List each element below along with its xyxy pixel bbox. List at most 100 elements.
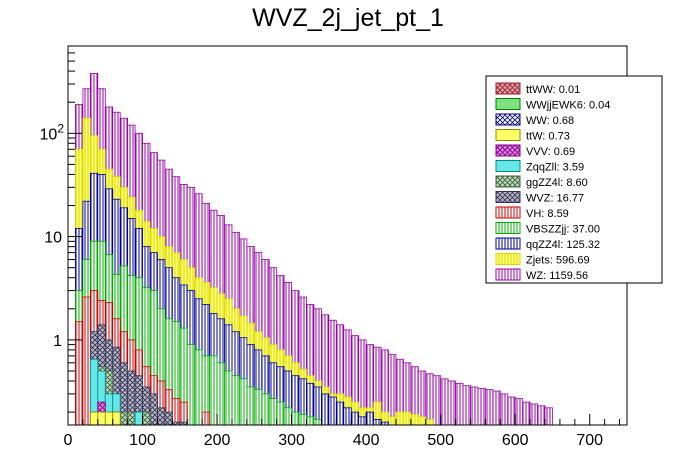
bar-qqZZ4l-410 xyxy=(373,418,382,425)
axes: 0 100 200 300 400 500 600 700 1 10 102 xyxy=(40,45,621,449)
legend-swatch-WVZ xyxy=(495,191,521,203)
bar-ttW-60 xyxy=(112,411,121,425)
bar-WZ-610 xyxy=(522,401,531,425)
bar-qqZZ4l-350 xyxy=(328,396,337,425)
bar-ttW-30 xyxy=(89,411,99,425)
bar-qqZZ4l-380 xyxy=(350,411,360,425)
legend-swatch-ggZZ4l xyxy=(495,175,521,188)
legend-label-ggZZ4l: ggZZ4l: 8.60 xyxy=(526,177,588,189)
bar-ggZZ4l-80 xyxy=(127,411,136,425)
bar-VBSZZjj-330 xyxy=(313,418,322,425)
bar-ggZZ4l-70 xyxy=(119,411,129,425)
bar-VH-10 xyxy=(75,321,84,425)
histogram-bars xyxy=(75,73,553,425)
x-tick-label: 200 xyxy=(204,432,231,449)
legend-swatch-Zjets xyxy=(495,253,521,265)
legend-label-VVV: VVV: 0.69 xyxy=(526,146,575,158)
bar-qqZZ4l-390 xyxy=(358,416,367,425)
bar-Zjets-470 xyxy=(417,416,427,425)
bar-WZ-510 xyxy=(447,380,456,425)
bar-VBSZZjj-290 xyxy=(283,407,292,425)
bar-WZ-640 xyxy=(544,407,553,425)
bar-VBSZZjj-250 xyxy=(253,389,263,425)
legend-label-VBSZZjj: VBSZZjj: 37.00 xyxy=(526,224,600,236)
bar-VBSZZjj-190 xyxy=(209,355,218,425)
x-tick-label: 300 xyxy=(278,432,305,449)
bar-WZ-500 xyxy=(440,378,449,425)
bar-VBSZZjj-220 xyxy=(231,375,240,425)
legend-swatch-ZqqZll xyxy=(495,160,521,172)
bar-WZ-630 xyxy=(537,405,546,425)
bar-Zjets-430 xyxy=(388,416,397,425)
bar-qqZZ4l-400 xyxy=(365,411,374,425)
bar-WZ-590 xyxy=(507,396,516,425)
bar-WVZ-130 xyxy=(164,411,173,425)
x-tick-label: 600 xyxy=(502,432,529,449)
bar-ggZZ4l-100 xyxy=(142,411,151,425)
bar-WZ-490 xyxy=(432,375,442,425)
bar-WZ-560 xyxy=(484,389,494,425)
bar-WZ-570 xyxy=(492,390,501,425)
bar-VBSZZjj-270 xyxy=(268,398,278,425)
bar-WZ-430 xyxy=(388,354,397,425)
y-tick-label: 10 xyxy=(44,230,62,247)
legend-label-ttWW: ttWW: 0.01 xyxy=(526,84,580,96)
legend-label-ZqqZll: ZqqZll: 3.59 xyxy=(526,162,584,174)
x-tick-label: 400 xyxy=(353,432,380,449)
bar-WZ-550 xyxy=(477,387,486,425)
chart-title: WVZ_2j_jet_pt_1 xyxy=(252,4,444,32)
legend-swatch-qqZZ4l xyxy=(495,237,521,250)
bar-VBSZZjj-260 xyxy=(261,393,270,425)
bar-ttW-40 xyxy=(97,411,106,425)
bar-VH-150 xyxy=(179,401,188,425)
bar-qqZZ4l-360 xyxy=(335,401,345,425)
legend: ttWW: 0.01 WWjjEWK6: 0.04 WW: 0.68 ttW: 0.7… xyxy=(485,75,663,284)
x-tick-label: 500 xyxy=(427,432,454,449)
y-tick-label: 102 xyxy=(40,121,65,143)
x-tick-label: 0 xyxy=(64,432,73,449)
x-tick-label: 100 xyxy=(129,432,156,449)
x-tick-label: 700 xyxy=(576,432,603,449)
bar-VH-140 xyxy=(171,398,181,425)
legend-label-VH: VH: 8.59 xyxy=(526,208,569,220)
legend-label-Zjets: Zjets: 596.69 xyxy=(526,255,590,267)
legend-swatch-ttW xyxy=(495,129,521,141)
legend-swatch-WWjjEWK6 xyxy=(495,98,521,110)
bar-ZqqZll-90 xyxy=(134,411,143,425)
bar-WVZ-120 xyxy=(157,407,166,425)
bar-VH-20 xyxy=(82,296,91,425)
bar-WZ-480 xyxy=(425,373,434,425)
bar-ttW-50 xyxy=(104,411,114,425)
bar-WZ-600 xyxy=(514,398,524,425)
bar-VBSZZjj-300 xyxy=(291,411,300,425)
y-tick-label: 1 xyxy=(53,333,62,350)
legend-swatch-WW xyxy=(495,113,521,126)
bar-VBSZZjj-170 xyxy=(194,349,203,425)
legend-label-WW: WW: 0.68 xyxy=(526,115,574,127)
legend-label-ttW: ttW: 0.73 xyxy=(526,131,570,143)
bar-WVZ-110 xyxy=(149,393,158,425)
bar-Zjets-440 xyxy=(395,411,404,425)
bar-VBSZZjj-320 xyxy=(306,416,315,425)
legend-swatch-VH xyxy=(495,206,521,219)
legend-swatch-VBSZZjj xyxy=(495,222,521,234)
legend-label-qqZZ4l: qqZZ4l: 125.32 xyxy=(526,239,600,251)
bar-VBSZZjj-160 xyxy=(186,344,196,425)
bar-qqZZ4l-370 xyxy=(343,407,352,425)
bar-Zjets-480 xyxy=(425,418,434,425)
bar-VH-180 xyxy=(201,411,211,425)
bar-VBSZZjj-210 xyxy=(224,370,233,425)
bar-VBSZZjj-280 xyxy=(276,401,285,425)
legend-swatch-VVV xyxy=(495,144,521,157)
bar-VBSZZjj-240 xyxy=(246,386,255,425)
legend-swatch-ttWW xyxy=(495,82,521,95)
bar-WZ-620 xyxy=(529,403,538,425)
bar-Zjets-460 xyxy=(410,413,419,425)
bar-WZ-580 xyxy=(499,393,509,425)
legend-label-WZ: WZ: 1159.56 xyxy=(526,270,588,282)
bar-VBSZZjj-230 xyxy=(239,378,248,425)
legend-label-WWjjEWK6: WWjjEWK6: 0.04 xyxy=(526,100,610,112)
bar-WZ-530 xyxy=(462,385,471,425)
bar-Zjets-450 xyxy=(402,411,412,425)
